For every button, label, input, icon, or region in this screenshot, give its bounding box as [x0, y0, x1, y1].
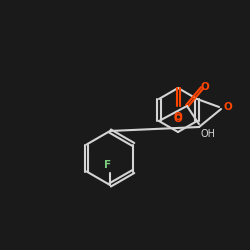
Text: F: F	[104, 160, 111, 170]
Text: O: O	[174, 114, 182, 124]
Text: O: O	[200, 82, 209, 92]
Text: OH: OH	[201, 129, 216, 139]
Text: O: O	[223, 102, 232, 112]
Text: O: O	[174, 112, 182, 122]
